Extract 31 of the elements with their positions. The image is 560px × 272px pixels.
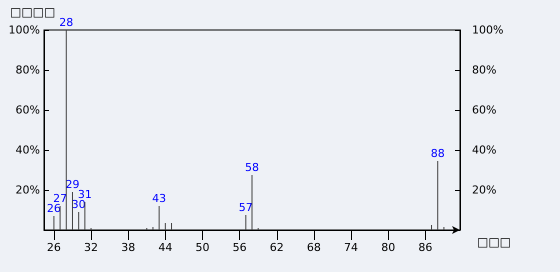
y-tick-label: 80% [16,64,40,76]
x-tick-label: 56 [232,241,247,254]
y2-tick-label: 60% [472,104,496,116]
y2-tick-label: 40% [472,144,496,156]
y2-tick-label: 100% [472,24,504,36]
y-tick-label: 60% [16,104,40,116]
annotation: 43 [152,192,166,205]
x-tick-label: 62 [270,241,284,254]
x-tick-label: 32 [84,241,98,254]
x-axis-title: □□□ [477,235,512,249]
x-tick-label: 86 [418,241,432,254]
y2-tick-label: 80% [472,64,496,76]
annotation: 27 [53,192,68,205]
x-tick-label: 50 [195,241,210,254]
x-tick-label: 38 [121,241,136,254]
annotation: 28 [59,16,74,29]
annotation: 57 [238,201,253,214]
y-tick-label: 20% [16,184,40,196]
annotation: 31 [78,188,92,201]
annotation: 29 [65,178,80,191]
x-tick-label: 26 [46,241,61,254]
x-tick-label: 68 [306,241,321,254]
x-tick-label: 74 [344,241,358,254]
x-tick-label: 80 [381,241,396,254]
y-axis-title: □□□□ [10,5,56,19]
annotation: 88 [430,147,445,160]
y-tick-label: 100% [8,24,40,36]
annotation: 58 [245,161,259,174]
y2-tick-label: 20% [472,184,496,196]
x-tick-label: 44 [158,241,172,254]
y-tick-label: 40% [16,144,40,156]
